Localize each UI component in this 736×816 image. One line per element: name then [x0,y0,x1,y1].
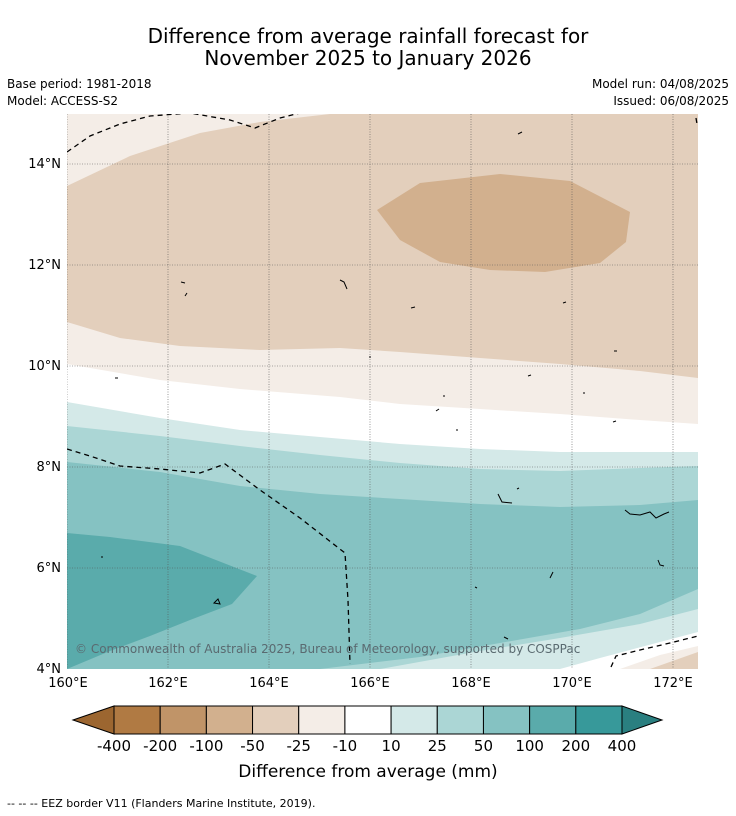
lat-tick-14n: 14°N [28,157,61,172]
lon-tick-170e: 170°E [552,676,592,691]
colorbar-tick-label: 10 [382,737,401,755]
lon-tick-164e: 164°E [249,676,289,691]
colorbar-tick-label: -400 [97,737,131,755]
colorbar-segment [252,705,300,735]
colorbar-segment [436,705,484,735]
colorbar-tick-label: 50 [474,737,493,755]
colorbar-labels: -400 -200 -100 -50 -25 -10 10 25 50 100 200 400 [97,737,636,755]
colorbar-segment [529,705,577,735]
lat-tick-6n: 6°N [37,561,62,576]
eez-border [67,114,698,668]
issued-text: Issued: 06/08/2025 [613,94,729,108]
lon-tick-168e: 168°E [451,676,491,691]
colorbar: -400 -200 -100 -50 -25 -10 10 25 50 100 200 400 [71,705,664,755]
lat-tick-10n: 10°N [28,359,61,374]
colorbar-title: Difference from average (mm) [238,762,498,782]
model-run-text: Model run: 04/08/2025 [591,77,729,91]
colorbar-tick-label: -50 [240,737,265,755]
base-period-text: Base period: 1981-2018 [7,77,152,91]
lat-tick-8n: 8°N [37,460,62,475]
colorbar-segment [575,705,623,735]
colorbar-segment [344,705,392,735]
colorbar-tick-label: 400 [608,737,637,755]
map-title-line2: November 2025 to January 2026 [204,46,532,70]
colorbar-tick-label: 100 [515,737,544,755]
colorbar-segment-above-max [621,705,664,735]
colorbar-segment-below-min [71,705,115,735]
colorbar-tick-label: -25 [286,737,311,755]
lon-tick-162e: 162°E [148,676,188,691]
colorbar-tick-label: -10 [333,737,358,755]
model-text: Model: ACCESS-S2 [7,94,119,108]
island-outlines [101,131,670,640]
colorbar-segment [159,705,207,735]
map-title-line1: Difference from average rainfall forecas… [147,24,589,48]
gridlines [67,114,698,669]
lat-tick-4n: 4°N [37,662,62,677]
colorbar-segment [205,705,254,735]
band-100-200 [67,533,257,669]
lat-tick-labels: 14°N 12°N 10°N 8°N 6°N 4°N [28,157,61,677]
colorbar-segment [482,705,531,735]
band-south-minus25 [650,652,698,669]
colorbar-segments [113,705,623,735]
lat-tick-12n: 12°N [28,258,61,273]
map-area: © Commonwealth of Australia 2025, Bureau… [67,114,698,669]
colorbar-tick-label: -200 [143,737,177,755]
colorbar-tick-label: -100 [189,737,223,755]
copyright-watermark: © Commonwealth of Australia 2025, Bureau… [75,642,580,656]
lon-tick-160e: 160°E [48,676,88,691]
colorbar-segment [113,705,161,735]
colorbar-tick-label: 200 [561,737,590,755]
colorbar-segment [298,705,346,735]
band-minus50-minus100 [377,174,630,272]
lon-tick-172e: 172°E [653,676,693,691]
eez-footnote: -- -- -- EEZ border V11 (Flanders Marine… [7,797,316,810]
lon-tick-166e: 166°E [350,676,390,691]
colorbar-segment [390,705,438,735]
colorbar-tick-label: 25 [428,737,447,755]
lon-tick-labels: 160°E 162°E 164°E 166°E 168°E 170°E 172°… [48,676,693,691]
